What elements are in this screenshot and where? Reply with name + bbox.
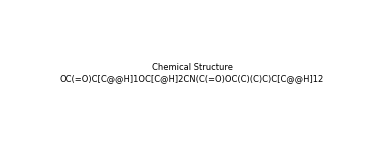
Text: Chemical Structure
OC(=O)C[C@@H]1OC[C@H]2CN(C(=O)OC(C)(C)C)C[C@@H]12: Chemical Structure OC(=O)C[C@@H]1OC[C@H]… — [60, 63, 324, 83]
